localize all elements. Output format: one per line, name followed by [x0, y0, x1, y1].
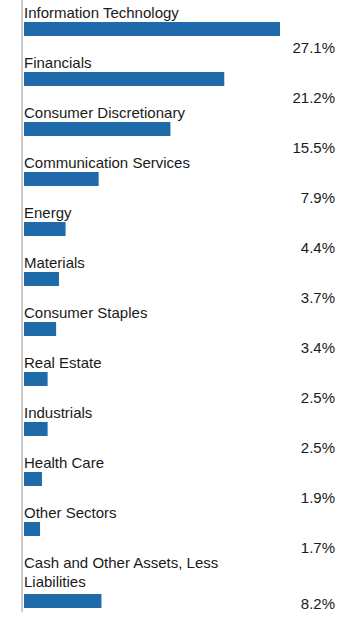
- labels: Information Technology 27.1% Financials 21.…: [24, 4, 335, 612]
- category-label: Industrials: [24, 404, 92, 421]
- data-label: 1.7%: [301, 539, 335, 556]
- data-label: 2.5%: [301, 389, 335, 406]
- bar: [24, 222, 66, 236]
- bar: [24, 72, 224, 86]
- data-label: 3.7%: [301, 289, 335, 306]
- category-label: Financials: [24, 54, 92, 71]
- category-label: Information Technology: [24, 4, 179, 21]
- bar: [24, 272, 59, 286]
- category-label: Other Sectors: [24, 504, 117, 521]
- bar: [24, 594, 101, 608]
- chart: Information Technology 27.1% Financials 21.…: [0, 0, 360, 617]
- bar: [24, 122, 170, 136]
- category-label: Consumer Discretionary: [24, 104, 185, 121]
- category-label: Real Estate: [24, 354, 102, 371]
- data-label: 15.5%: [292, 139, 335, 156]
- bar: [24, 322, 56, 336]
- category-label: Materials: [24, 254, 85, 271]
- data-label: 27.1%: [292, 39, 335, 56]
- data-label: 3.4%: [301, 339, 335, 356]
- data-label: 4.4%: [301, 239, 335, 256]
- bars: [24, 22, 280, 608]
- data-label: 1.9%: [301, 489, 335, 506]
- bar: [24, 372, 48, 386]
- data-label: 7.9%: [301, 189, 335, 206]
- bar: [24, 22, 280, 36]
- bar: [24, 422, 48, 436]
- data-label: 21.2%: [292, 89, 335, 106]
- category-label: Energy: [24, 204, 72, 221]
- data-label: 2.5%: [301, 439, 335, 456]
- axis-line: [22, 0, 23, 612]
- bar: [24, 172, 99, 186]
- category-label: Communication Services: [24, 154, 190, 171]
- category-label: Cash and Other Assets, LessLiabilities: [24, 554, 218, 590]
- bar: [24, 472, 42, 486]
- category-label: Consumer Staples: [24, 304, 147, 321]
- data-label: 8.2%: [301, 595, 335, 612]
- bar: [24, 522, 40, 536]
- category-label: Health Care: [24, 454, 104, 471]
